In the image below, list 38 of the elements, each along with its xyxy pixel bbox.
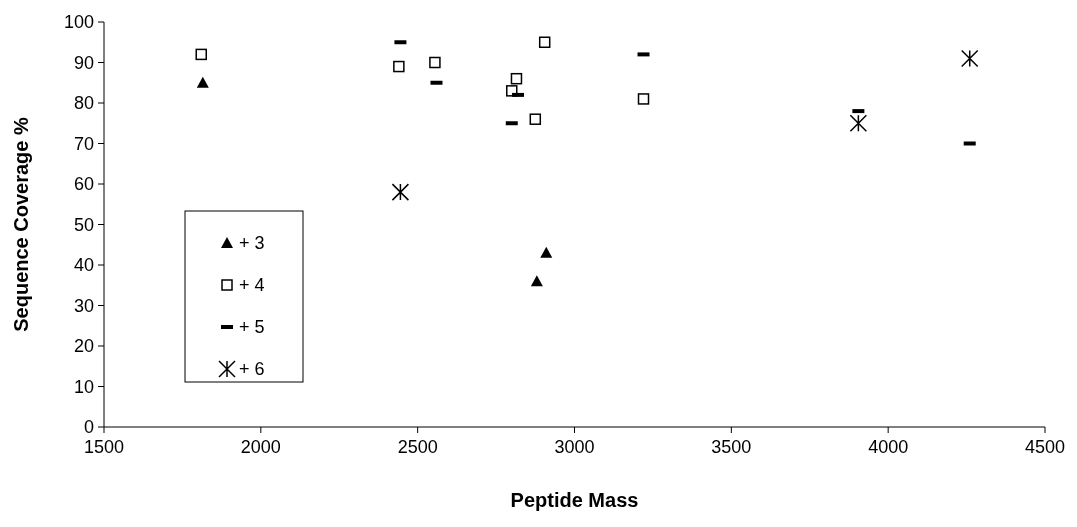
point (637, 93, 650, 105)
x-tick-label: 4000 (868, 437, 909, 457)
point (540, 246, 553, 258)
y-tick-label: 20 (73, 336, 94, 357)
x-tick-label: 4500 (1024, 437, 1066, 457)
point (506, 85, 518, 97)
x-tick-label: 1500 (83, 437, 125, 457)
point (530, 275, 543, 287)
legend-label: + 5 (239, 317, 265, 338)
point (510, 72, 523, 85)
point (391, 183, 410, 201)
point (429, 56, 441, 69)
point (849, 114, 868, 132)
y-tick-label: 50 (73, 214, 94, 235)
y-axis-title: Sequence Coverage % (10, 117, 32, 332)
legend-label: + 3 (239, 233, 265, 254)
x-axis-title: Peptide Mass (510, 489, 639, 511)
point (393, 60, 405, 73)
x-tick-label: 3500 (711, 437, 752, 457)
point (195, 48, 207, 61)
y-tick-label: 90 (73, 52, 94, 73)
x-tick-label: 2500 (397, 437, 438, 457)
y-tick-label: 60 (73, 174, 94, 195)
point (538, 36, 551, 48)
y-tick-label: 100 (63, 12, 94, 33)
y-tick-label: 70 (73, 133, 94, 154)
legend-label: + 4 (239, 275, 265, 296)
y-tick-label: 80 (73, 93, 94, 114)
y-tick-label: 0 (83, 417, 94, 438)
point (960, 49, 979, 68)
legend-label: + 6 (239, 359, 265, 380)
point (529, 113, 542, 125)
y-tick-label: 30 (73, 295, 94, 316)
point (196, 76, 209, 88)
x-tick-label: 2000 (240, 437, 281, 457)
y-tick-label: 40 (73, 255, 94, 276)
x-tick-label: 3000 (554, 437, 595, 457)
y-tick-label: 10 (73, 376, 94, 397)
